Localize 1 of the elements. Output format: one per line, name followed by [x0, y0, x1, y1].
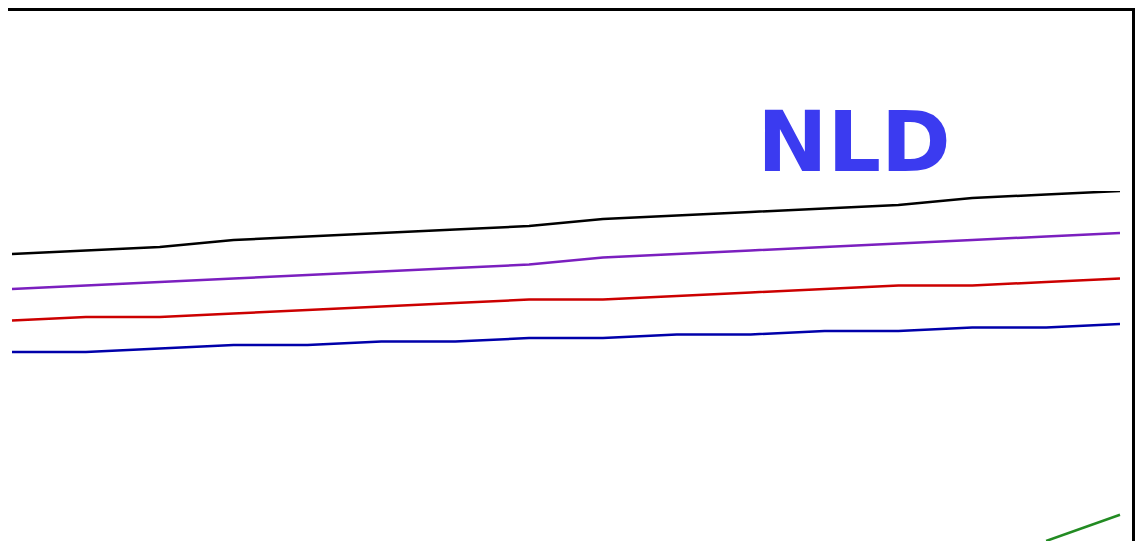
annotation: NLD — [757, 93, 951, 191]
